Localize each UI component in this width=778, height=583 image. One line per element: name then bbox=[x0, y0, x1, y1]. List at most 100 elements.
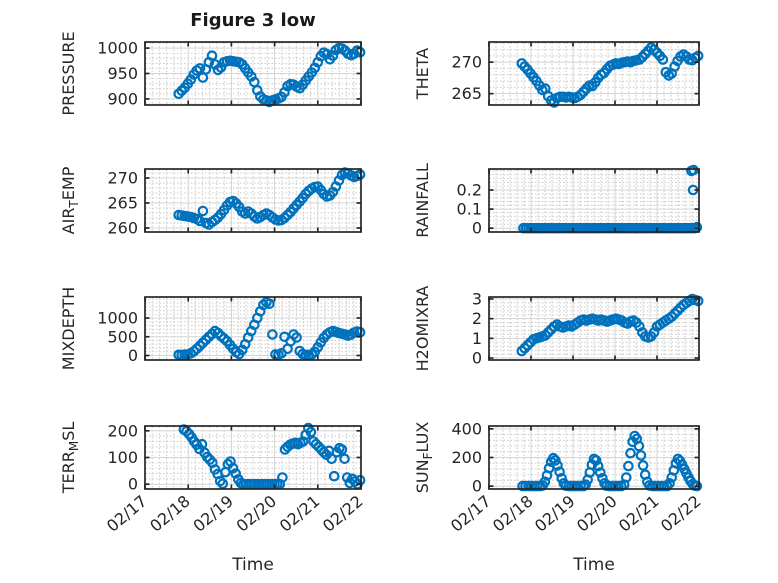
y-tick-label: 0 bbox=[128, 346, 138, 365]
data-point bbox=[217, 478, 229, 489]
data-point bbox=[552, 460, 563, 471]
y-tick-label: 2 bbox=[472, 309, 482, 328]
data-point bbox=[349, 476, 361, 487]
y-tick-label: 0 bbox=[472, 477, 482, 496]
data-point bbox=[206, 50, 218, 61]
tick-marks bbox=[488, 42, 700, 105]
x-tick-label: 02/20 bbox=[233, 492, 281, 536]
y-axis-tick-labels: 0 200 400 bbox=[451, 419, 482, 495]
plot-background bbox=[489, 169, 699, 232]
y-tick-label: 0 bbox=[128, 475, 138, 494]
data-point bbox=[550, 455, 561, 466]
data-point bbox=[336, 444, 348, 455]
axes-box bbox=[144, 296, 362, 361]
data-point bbox=[625, 447, 636, 459]
x-tick-label: 02/19 bbox=[531, 492, 579, 536]
data-point bbox=[620, 472, 632, 483]
x-tick-label: 02/21 bbox=[276, 492, 324, 536]
data-point bbox=[264, 298, 275, 310]
data-point bbox=[341, 472, 353, 483]
x-tick-label: 02/19 bbox=[189, 492, 237, 536]
y-tick-label: 270 bbox=[107, 169, 138, 188]
ylabel-rainfall: RAINFALL bbox=[413, 163, 432, 238]
plot-background bbox=[489, 297, 699, 360]
x-tick-label: 02/17 bbox=[447, 492, 495, 536]
y-axis-tick-labels: 265 270 bbox=[451, 53, 482, 104]
data-point bbox=[657, 54, 669, 65]
data-point bbox=[594, 467, 606, 478]
ylabel-mixdepth: MIXDEPTH bbox=[59, 287, 78, 370]
y-axis-tick-labels: 00.10.2 bbox=[457, 181, 482, 238]
ylabel-air_temp: AIRTEMP bbox=[59, 166, 81, 234]
y-tick-label: 260 bbox=[107, 219, 138, 238]
data-point bbox=[688, 164, 699, 176]
ylabel-sun_flux: SUNFLUX bbox=[413, 422, 435, 494]
data-point bbox=[633, 440, 645, 452]
ylabel-terr_msl: TERRMSL bbox=[59, 422, 81, 495]
data-point bbox=[214, 475, 226, 487]
ylabel-pressure: PRESSURE bbox=[59, 31, 78, 115]
data-point bbox=[197, 205, 209, 217]
y-tick-label: 265 bbox=[451, 84, 482, 103]
y-tick-label: 900 bbox=[107, 89, 138, 108]
y-tick-label: 1 bbox=[472, 329, 482, 348]
y-tick-label: 200 bbox=[451, 448, 482, 467]
tick-marks bbox=[488, 169, 700, 232]
x-tick-label: 02/20 bbox=[573, 492, 621, 536]
tick-marks bbox=[144, 297, 362, 360]
subplot-sun_flux: 0200400SUNFLUX02/1702/1802/1902/2002/210… bbox=[413, 419, 705, 575]
data-point bbox=[230, 468, 241, 479]
y-axis-tick-labels: 900 950 1000 bbox=[97, 39, 138, 109]
theta-series bbox=[516, 42, 704, 108]
data-point bbox=[691, 480, 703, 492]
data-point bbox=[326, 453, 337, 465]
data-point bbox=[516, 345, 528, 357]
y-tick-label: 0 bbox=[472, 219, 482, 238]
data-point bbox=[592, 460, 604, 472]
y-tick-label: 1000 bbox=[97, 309, 138, 328]
data-point bbox=[339, 453, 350, 465]
data-point bbox=[635, 450, 647, 461]
data-point bbox=[554, 466, 565, 478]
y-axis-tick-labels: 0 100 200 bbox=[107, 421, 138, 493]
minor-grid bbox=[489, 426, 699, 489]
data-point bbox=[194, 215, 206, 227]
minor-grid bbox=[489, 169, 699, 233]
data-point bbox=[328, 470, 340, 482]
axes-box bbox=[144, 168, 362, 233]
x-tick-label: 02/17 bbox=[103, 492, 151, 536]
major-grid bbox=[145, 169, 361, 232]
data-point bbox=[227, 462, 239, 474]
data-point bbox=[664, 477, 675, 489]
subplot-air_temp: 260 265 270 AIRTEMP bbox=[59, 166, 366, 238]
y-tick-label: 0 bbox=[472, 349, 482, 368]
x-tick-label: 02/22 bbox=[657, 492, 705, 536]
tick-marks bbox=[488, 426, 700, 489]
ylabel-theta: THETA bbox=[413, 48, 432, 100]
data-point bbox=[590, 455, 602, 466]
y-tick-label: 500 bbox=[107, 327, 138, 346]
tick-marks bbox=[488, 297, 700, 360]
data-point bbox=[267, 329, 278, 340]
data-point bbox=[291, 332, 302, 343]
data-point bbox=[194, 63, 206, 74]
y-tick-label: 265 bbox=[107, 194, 138, 213]
mixdepth-series bbox=[173, 296, 366, 361]
data-point bbox=[637, 460, 649, 471]
data-point bbox=[318, 446, 330, 458]
data-point bbox=[623, 460, 634, 472]
axes-box bbox=[488, 296, 700, 361]
data-point bbox=[308, 436, 319, 447]
subplot-theta: 265 270 THETA bbox=[413, 41, 704, 108]
data-point bbox=[277, 472, 288, 483]
pressure-series bbox=[173, 42, 366, 108]
